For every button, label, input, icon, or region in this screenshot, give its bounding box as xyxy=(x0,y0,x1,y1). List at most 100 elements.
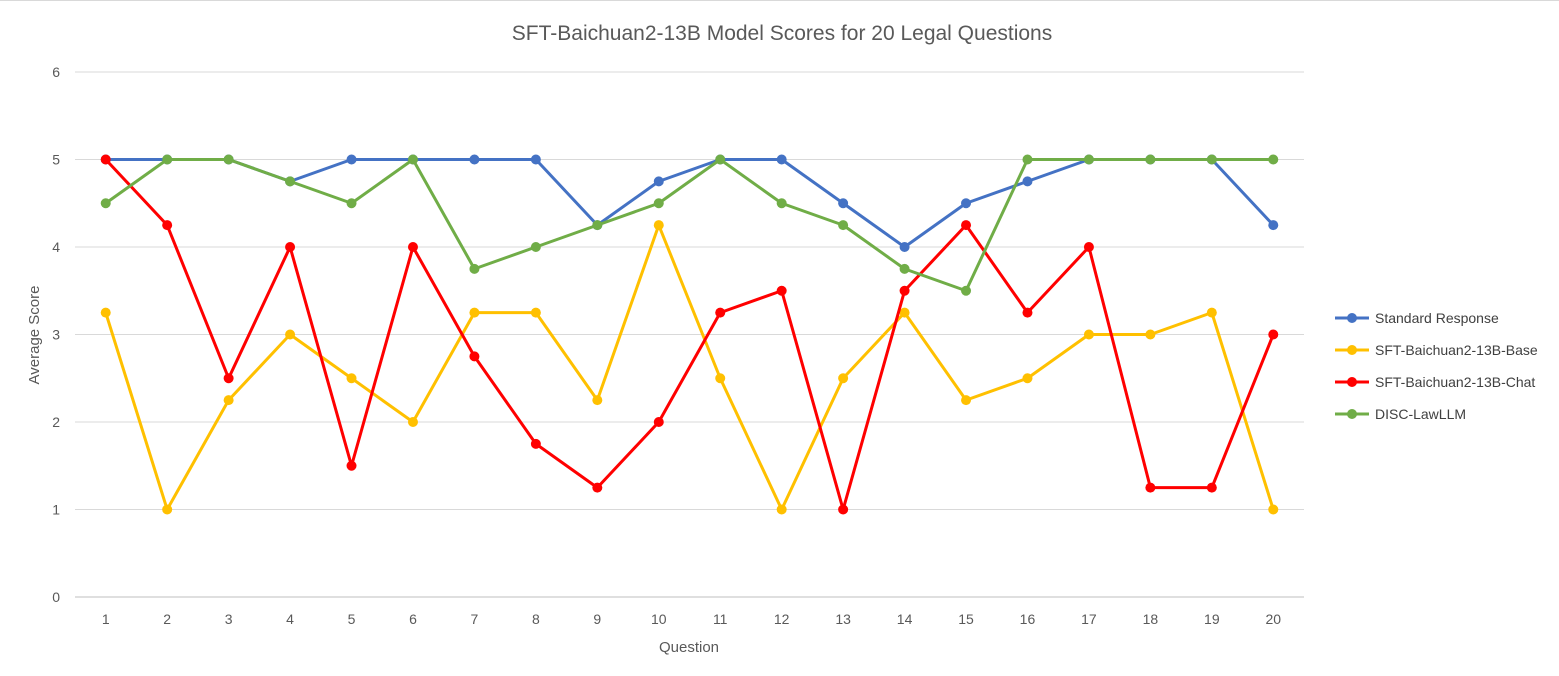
y-tick-label: 0 xyxy=(52,589,60,605)
data-point xyxy=(961,198,972,209)
gridlines xyxy=(75,71,1304,598)
series-line xyxy=(104,158,1275,293)
data-point xyxy=(899,285,910,296)
x-tick-label: 12 xyxy=(774,611,790,627)
x-axis-ticks: 1 2 3 4 5 6 7 8 9 10 11 12 13 14 15 16 17 18 19 20 xyxy=(102,611,1281,627)
data-point xyxy=(653,176,664,187)
legend-item: SFT-Baichuan2-13B-Chat xyxy=(1335,374,1535,390)
data-point xyxy=(530,242,541,252)
series-line xyxy=(104,158,1275,511)
data-point xyxy=(1145,154,1156,165)
data-point xyxy=(530,438,541,449)
x-tick-label: 13 xyxy=(835,611,851,627)
data-point xyxy=(899,307,910,318)
data-point xyxy=(162,154,173,165)
series-lines xyxy=(100,154,1279,515)
data-point xyxy=(469,154,480,165)
data-point xyxy=(1022,176,1033,187)
series-2 xyxy=(100,220,1279,515)
legend: Standard Response SFT-Baichuan2-13B-Base S… xyxy=(1335,310,1538,422)
y-tick-label: 6 xyxy=(52,64,60,80)
x-tick-label: 14 xyxy=(897,611,913,627)
y-tick-label: 1 xyxy=(52,502,60,518)
legend-label: DISC-LawLLM xyxy=(1375,406,1466,422)
x-tick-label: 11 xyxy=(713,611,728,627)
legend-label: Standard Response xyxy=(1375,310,1499,326)
y-tick-label: 5 xyxy=(52,152,60,168)
data-point xyxy=(469,351,480,362)
data-point xyxy=(961,395,972,406)
legend-label: SFT-Baichuan2-13B-Base xyxy=(1375,342,1538,358)
x-tick-label: 9 xyxy=(593,611,601,627)
data-point xyxy=(407,154,418,165)
data-point xyxy=(162,504,173,515)
series-1 xyxy=(100,154,1279,252)
x-tick-label: 19 xyxy=(1204,611,1220,627)
legend-item: SFT-Baichuan2-13B-Base xyxy=(1335,342,1538,358)
data-point xyxy=(100,307,111,318)
data-point xyxy=(1022,373,1033,384)
legend-marker xyxy=(1347,313,1357,323)
data-point xyxy=(100,154,111,165)
data-point xyxy=(1083,154,1094,165)
series-line xyxy=(104,223,1275,511)
y-axis-ticks: 0 1 2 3 4 5 6 xyxy=(52,64,60,605)
data-point xyxy=(1145,482,1156,493)
data-point xyxy=(223,373,234,384)
x-tick-label: 3 xyxy=(225,611,233,627)
x-tick-label: 6 xyxy=(409,611,417,627)
x-tick-label: 15 xyxy=(958,611,974,627)
x-tick-label: 5 xyxy=(348,611,356,627)
x-tick-label: 8 xyxy=(532,611,540,627)
data-point xyxy=(838,220,849,231)
data-point xyxy=(776,198,787,209)
data-point xyxy=(653,198,664,209)
data-point xyxy=(776,285,787,296)
data-point xyxy=(469,307,480,318)
chart-title: SFT-Baichuan2-13B Model Scores for 20 Le… xyxy=(512,22,1052,45)
data-point xyxy=(838,504,849,515)
series-line xyxy=(104,158,1275,249)
data-point xyxy=(1206,482,1217,493)
data-point xyxy=(223,395,234,406)
x-tick-label: 1 xyxy=(102,611,110,627)
legend-marker xyxy=(1347,345,1357,355)
data-point xyxy=(1022,154,1033,165)
x-tick-label: 7 xyxy=(471,611,479,627)
data-point xyxy=(776,154,787,165)
data-point xyxy=(592,482,603,493)
data-point xyxy=(1268,220,1279,231)
data-point xyxy=(1083,242,1094,252)
legend-marker xyxy=(1347,377,1357,387)
data-point xyxy=(592,395,603,406)
data-point xyxy=(899,242,910,252)
x-tick-label: 2 xyxy=(163,611,171,627)
data-point xyxy=(715,373,726,384)
x-tick-label: 4 xyxy=(286,611,294,627)
y-axis-title: Average Score xyxy=(26,286,43,385)
legend-item: DISC-LawLLM xyxy=(1335,406,1466,422)
data-point xyxy=(346,373,357,384)
data-point xyxy=(1145,329,1156,340)
data-point xyxy=(162,220,173,231)
data-point xyxy=(346,460,357,471)
x-tick-label: 18 xyxy=(1143,611,1159,627)
data-point xyxy=(100,198,111,209)
data-point xyxy=(285,329,296,340)
data-point xyxy=(407,242,418,252)
data-point xyxy=(653,417,664,427)
data-point xyxy=(1206,154,1217,165)
data-point xyxy=(1022,307,1033,318)
data-point xyxy=(899,263,910,274)
data-point xyxy=(961,220,972,231)
data-point xyxy=(1268,504,1279,515)
data-point xyxy=(469,263,480,274)
x-tick-label: 20 xyxy=(1265,611,1281,627)
data-point xyxy=(346,154,357,165)
data-point xyxy=(838,198,849,209)
data-point xyxy=(285,176,296,187)
data-point xyxy=(1206,307,1217,318)
data-point xyxy=(653,220,664,231)
legend-item: Standard Response xyxy=(1335,310,1499,326)
